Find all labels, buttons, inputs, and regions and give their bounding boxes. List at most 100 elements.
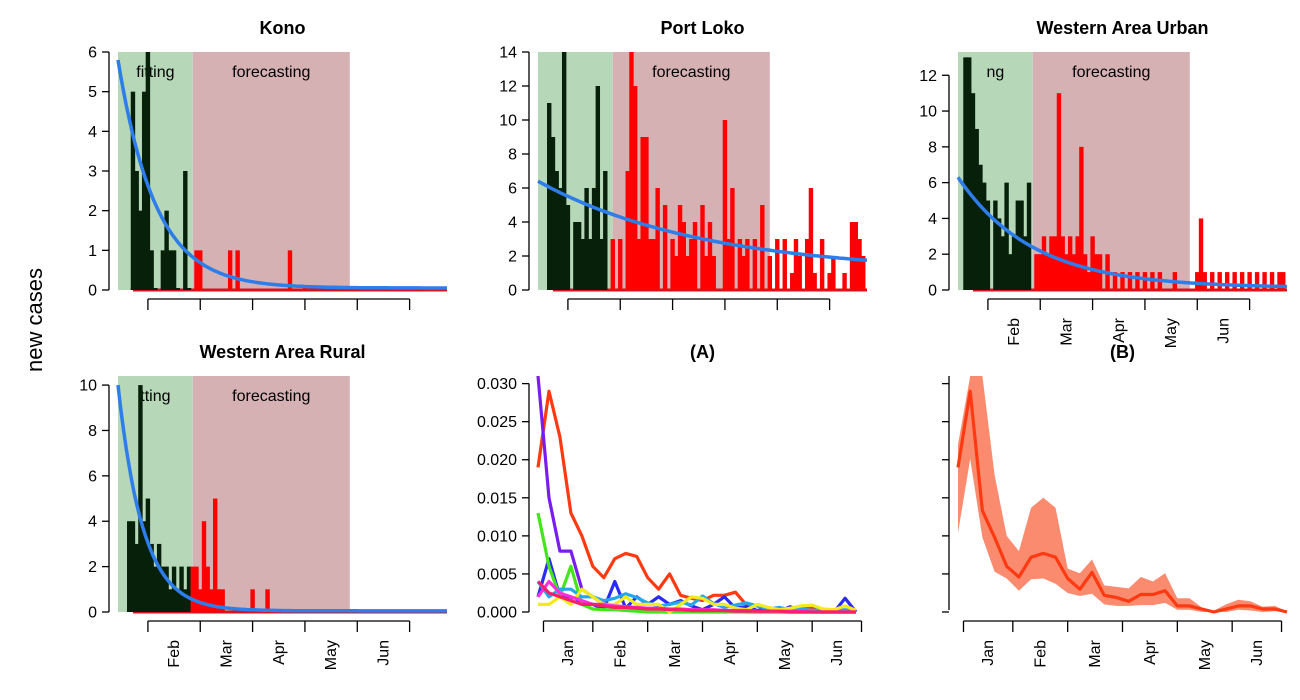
y-tick-label: 8 — [88, 423, 97, 440]
x-tick-label: Jun — [1249, 640, 1266, 666]
case-bar — [981, 182, 987, 290]
x-tick-label: Jun — [375, 640, 392, 666]
y-tick-label: 12 — [499, 79, 517, 96]
case-bar — [603, 171, 608, 290]
case-bar — [1011, 236, 1017, 290]
case-bar — [1034, 254, 1039, 290]
forecasting-region — [192, 376, 350, 612]
case-bar — [618, 239, 623, 290]
y-tick-label: 0 — [88, 605, 97, 622]
case-bar — [677, 205, 683, 290]
case-bar — [967, 57, 972, 290]
fitted-trend-curve — [116, 384, 447, 613]
case-bar — [1049, 236, 1054, 290]
y-tick-label: 6 — [88, 45, 97, 62]
case-bar — [190, 566, 195, 612]
case-bar — [1038, 254, 1043, 290]
fitting-label: tting — [140, 388, 170, 405]
case-bar — [588, 239, 593, 290]
case-bar — [134, 543, 139, 612]
x-tick-label: Mar — [667, 639, 684, 667]
y-tick-label: 0.030 — [477, 376, 517, 393]
case-bar — [1232, 272, 1237, 290]
y-tick-label: 4 — [508, 215, 517, 232]
forecasting-region — [192, 52, 350, 290]
fitting-label: fitting — [136, 64, 174, 81]
case-bar — [1198, 218, 1204, 290]
case-bar — [704, 256, 709, 290]
fitted-trend-curve — [956, 176, 1288, 289]
case-bar — [1019, 200, 1024, 290]
case-bar — [644, 137, 649, 290]
case-bar — [134, 171, 139, 290]
case-bar — [647, 239, 653, 290]
y-tick-label: 12 — [919, 68, 937, 85]
y-tick-label: 5 — [88, 84, 97, 101]
fitted-trend-curve — [537, 179, 868, 263]
case-bar — [250, 589, 255, 612]
case-bar — [797, 256, 802, 290]
case-bar — [235, 250, 240, 290]
y-tick-label: 0.010 — [477, 528, 517, 545]
case-bar — [1082, 254, 1088, 290]
case-bar — [1281, 272, 1286, 290]
case-bar — [138, 210, 143, 290]
case-bar — [857, 239, 862, 290]
case-bar — [767, 256, 772, 290]
case-bar — [692, 222, 698, 290]
case-bar — [1224, 272, 1230, 290]
panel-port-loko: Port Loko forecasting 0 2 4 6 8 10 12 14 — [499, 18, 868, 310]
case-bar — [685, 256, 690, 290]
case-bar — [681, 222, 687, 290]
x-tick-label: May — [1163, 318, 1180, 348]
y-tick-label: 8 — [928, 139, 937, 156]
case-bar — [186, 288, 192, 290]
case-bar — [808, 188, 814, 290]
case-bar — [963, 57, 968, 290]
panel-western-area-rural: Western Area Rural tting forecasting 0 2 4 6 8 1… — [79, 342, 447, 670]
y-tick-label: 2 — [88, 203, 97, 220]
y-tick-label: 0.000 — [477, 605, 517, 622]
y-tick-label: 2 — [928, 247, 937, 264]
panel-b-area-chart: (B) Jan Feb Mar Apr May Jun — [942, 342, 1288, 670]
case-bar — [302, 288, 308, 290]
y-tick-label: 3 — [88, 164, 97, 181]
case-bar — [974, 128, 979, 290]
x-tick-label: Jan — [560, 640, 577, 666]
case-bar — [141, 91, 147, 291]
case-bar — [640, 137, 645, 290]
case-bar — [1071, 254, 1077, 290]
x-tick-label: Apr — [271, 639, 288, 665]
x-tick-label: Apr — [1142, 639, 1159, 665]
panel-title: (A) — [690, 342, 715, 362]
x-tick-label: May — [777, 640, 794, 670]
case-bar — [790, 273, 795, 290]
case-bar — [1004, 182, 1009, 290]
fitted-trend-curve — [116, 59, 447, 290]
x-tick-label: Jan — [980, 640, 997, 666]
case-bar — [978, 164, 983, 290]
case-bar — [1120, 272, 1125, 290]
case-bar — [722, 120, 728, 290]
fitting-region — [118, 52, 193, 290]
panel-western-area-urban: Western Area Urban ng forecasting 0 2 4 6 8 10 12… — [919, 18, 1288, 348]
case-bar — [595, 86, 601, 290]
y-tick-label: 0 — [928, 283, 937, 300]
case-bar — [164, 566, 169, 612]
y-tick-label: 0.005 — [477, 566, 517, 583]
panel-title: (B) — [1110, 342, 1135, 362]
case-bar — [183, 589, 188, 612]
case-bar — [842, 273, 847, 290]
case-bar — [1262, 272, 1267, 290]
case-bar — [186, 566, 192, 612]
case-bar — [1064, 254, 1069, 290]
case-bar — [670, 239, 675, 290]
case-bar — [1239, 272, 1245, 290]
case-bar — [160, 250, 166, 290]
x-tick-label: Mar — [1087, 639, 1104, 667]
case-bar — [662, 205, 668, 290]
case-bar — [198, 250, 203, 290]
case-bar — [804, 239, 810, 290]
case-bar — [861, 256, 866, 290]
case-bar — [1079, 146, 1084, 290]
